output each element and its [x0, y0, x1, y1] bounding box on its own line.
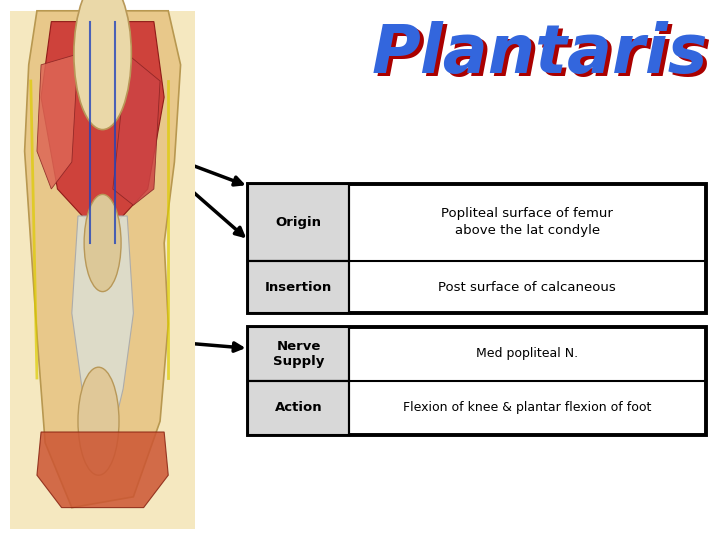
Text: Flexion of knee & plantar flexion of foot: Flexion of knee & plantar flexion of foo… — [403, 401, 652, 414]
FancyBboxPatch shape — [248, 327, 706, 435]
Polygon shape — [37, 432, 168, 508]
Polygon shape — [72, 216, 133, 432]
Text: Plantaris: Plantaris — [372, 21, 708, 87]
FancyBboxPatch shape — [10, 11, 195, 529]
Polygon shape — [37, 54, 78, 189]
Circle shape — [74, 0, 131, 130]
Text: Med popliteal N.: Med popliteal N. — [476, 347, 578, 360]
FancyBboxPatch shape — [248, 184, 706, 313]
Text: Plantaris: Plantaris — [375, 24, 712, 90]
Text: Origin: Origin — [276, 216, 322, 229]
Text: Post surface of calcaneous: Post surface of calcaneous — [438, 281, 616, 294]
Polygon shape — [24, 11, 181, 508]
FancyBboxPatch shape — [248, 381, 349, 435]
Circle shape — [84, 194, 121, 292]
Text: Popliteal surface of femur
above the lat condyle: Popliteal surface of femur above the lat… — [441, 207, 613, 238]
Text: Nerve
Supply: Nerve Supply — [273, 340, 325, 368]
FancyBboxPatch shape — [248, 184, 349, 261]
Circle shape — [78, 367, 119, 475]
Text: Action: Action — [275, 401, 323, 414]
FancyBboxPatch shape — [248, 261, 349, 313]
Polygon shape — [41, 22, 164, 227]
Polygon shape — [113, 54, 160, 205]
FancyBboxPatch shape — [248, 327, 349, 381]
Text: Insertion: Insertion — [265, 281, 333, 294]
